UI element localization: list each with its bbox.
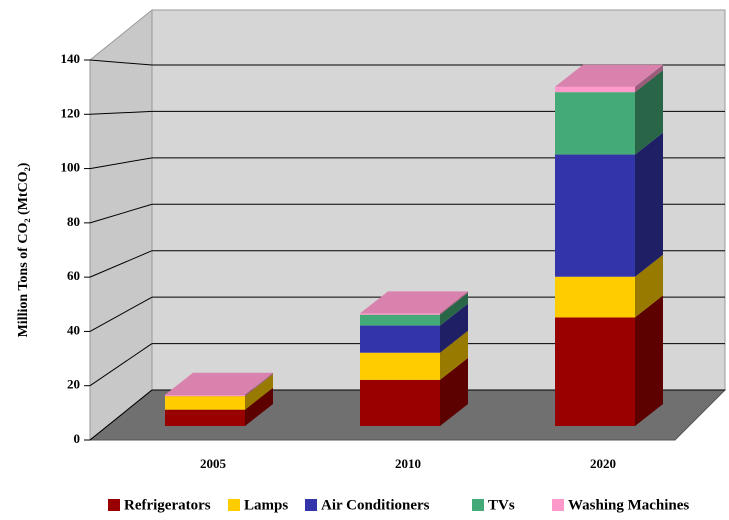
bar-side <box>440 330 468 380</box>
legend-label: Lamps <box>244 497 288 513</box>
grid-line <box>89 296 153 332</box>
legend-swatch <box>472 499 484 511</box>
bar-side <box>245 372 273 397</box>
y-tick-label: 0 <box>74 431 81 446</box>
legend-label: TVs <box>488 497 515 513</box>
bar-segment <box>165 396 245 410</box>
side-wall <box>89 8 153 442</box>
bar-side <box>245 387 273 426</box>
legend-label: Refrigerators <box>124 497 211 513</box>
bar-top <box>165 372 273 395</box>
bar-segment <box>555 317 635 426</box>
grid-line <box>89 59 153 66</box>
grid-line <box>89 203 153 224</box>
legend-swatch <box>108 499 120 511</box>
grid-line <box>89 343 153 387</box>
y-tick-label: 20 <box>67 377 80 392</box>
legend-swatch <box>305 499 317 511</box>
y-axis-label: Million Tons of CO₂ (MtCO₂) <box>16 162 31 337</box>
bar-top <box>360 291 468 314</box>
x-tick-label: 2005 <box>200 456 227 471</box>
bar-side <box>440 357 468 426</box>
bar-segment <box>360 325 440 353</box>
bar-side <box>440 291 468 315</box>
grid-line <box>89 110 153 115</box>
bar-segment <box>555 154 635 277</box>
bar-side <box>635 64 663 93</box>
x-tick-label: 2020 <box>590 456 616 471</box>
bar-segment <box>165 394 245 397</box>
legend-label: Washing Machines <box>568 497 689 513</box>
legend-swatch <box>228 499 240 511</box>
bar-segment <box>360 313 440 315</box>
y-tick-label: 120 <box>61 105 81 120</box>
legend-swatch <box>552 499 564 511</box>
grid-line <box>89 389 153 441</box>
bar-segment <box>555 86 635 93</box>
bar-side <box>635 295 663 426</box>
legend-label: Air Conditioners <box>321 497 430 513</box>
y-tick-label: 40 <box>67 322 80 337</box>
y-tick-label: 60 <box>67 268 80 283</box>
bar-segment <box>360 314 440 326</box>
bar-side <box>245 374 273 410</box>
bar-segment <box>165 409 245 426</box>
x-tick-label: 2010 <box>395 456 421 471</box>
bar-top <box>555 64 663 87</box>
bar-segment <box>360 352 440 380</box>
bar-segment <box>555 276 635 318</box>
y-tick-label: 100 <box>61 160 81 175</box>
bar-side <box>440 292 468 326</box>
bar-segment <box>555 92 635 155</box>
bar-side <box>440 303 468 353</box>
bar-side <box>635 254 663 318</box>
y-tick-label: 80 <box>67 214 80 229</box>
grid-line <box>89 157 153 170</box>
y-tick-label: 140 <box>61 51 81 66</box>
bar-side <box>635 132 663 277</box>
grid-line <box>89 250 153 278</box>
bar-side <box>635 70 663 155</box>
bar-segment <box>360 379 440 426</box>
